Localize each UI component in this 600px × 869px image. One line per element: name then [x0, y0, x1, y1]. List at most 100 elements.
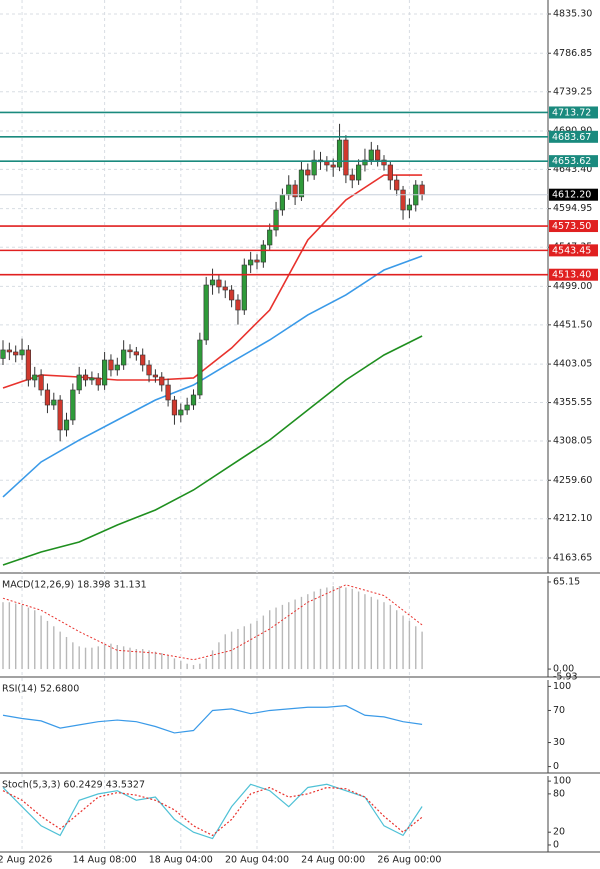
- candle-body: [355, 164, 362, 181]
- level-label: 4543.45: [552, 245, 591, 256]
- candle-body: [279, 194, 286, 211]
- candle-body: [368, 149, 374, 161]
- y-tick-label: 100: [553, 776, 571, 787]
- candle-body: [387, 164, 393, 181]
- level-label: 4653.62: [552, 156, 591, 167]
- y-tick-label: 70: [553, 705, 565, 716]
- candle-body: [349, 174, 355, 181]
- candle-body: [381, 159, 387, 166]
- indicator-line: [2, 786, 423, 837]
- candle-body: [178, 409, 184, 416]
- candle-body: [121, 349, 127, 366]
- candle-body: [336, 139, 343, 168]
- candle-body: [260, 244, 266, 263]
- y-tick-label: 0.00: [553, 664, 574, 675]
- signal-line: [2, 584, 423, 661]
- y-tick-label: 4835.30: [553, 9, 592, 20]
- candle-body: [311, 159, 317, 176]
- candle-body: [298, 169, 305, 198]
- y-tick-label: 65.15: [553, 576, 580, 587]
- y-tick-label: 4403.05: [553, 359, 592, 370]
- level-label-bg: [549, 268, 598, 281]
- y-tick-label: 4212.10: [553, 513, 592, 524]
- candle-body: [394, 179, 400, 191]
- y-tick-label: 20: [553, 827, 565, 838]
- x-tick-label: 20 Aug 04:00: [225, 855, 289, 866]
- candle-body: [140, 354, 146, 366]
- level-label: 4513.40: [552, 270, 591, 281]
- candle-body: [254, 259, 260, 263]
- level-label-bg: [549, 130, 598, 143]
- candle-body: [222, 286, 228, 291]
- candle-body: [235, 299, 241, 311]
- y-tick-label: 4594.95: [553, 203, 592, 214]
- x-tick-label: 26 Aug 00:00: [377, 855, 441, 866]
- candle-body: [292, 184, 298, 198]
- indicator-title: MACD(12,26,9) 18.398 31.131: [2, 580, 147, 591]
- candle-body: [241, 264, 247, 311]
- y-tick-label: -5.93: [553, 672, 578, 683]
- y-tick-label: 4163.65: [553, 552, 592, 563]
- candle-body: [165, 384, 171, 401]
- candle-body: [324, 161, 330, 166]
- candle-body: [159, 376, 165, 386]
- indicator-title: Stoch(5,3,3) 60.2429 43.5327: [2, 780, 145, 791]
- moving-average: [2, 255, 423, 498]
- level-label-bg: [549, 188, 598, 201]
- candle-body: [419, 184, 425, 195]
- candle-body: [286, 184, 292, 196]
- candle-body: [108, 359, 114, 371]
- indicator-line: [2, 705, 423, 734]
- indicator-line: [2, 783, 423, 840]
- level-label-bg: [549, 220, 598, 233]
- candle-body: [184, 404, 190, 411]
- candle-body: [70, 389, 76, 421]
- candle-body: [375, 149, 381, 161]
- y-tick-label: 30: [553, 737, 565, 748]
- y-tick-label: 4786.85: [553, 48, 592, 59]
- candle-body: [406, 204, 413, 211]
- x-tick-label: 14 Aug 08:00: [73, 855, 137, 866]
- candle-body: [203, 284, 209, 341]
- y-tick-label: 100: [553, 681, 571, 692]
- candle-body: [76, 374, 82, 391]
- candle-body: [362, 159, 368, 166]
- candle-body: [102, 359, 108, 386]
- candle-body: [146, 364, 152, 376]
- y-tick-label: 4308.05: [553, 436, 592, 447]
- moving-average: [2, 335, 423, 566]
- y-tick-label: 4451.50: [553, 319, 592, 330]
- x-tick-label: 12 Aug 2026: [0, 855, 52, 866]
- candle-body: [216, 279, 222, 288]
- x-tick-label: 18 Aug 04:00: [149, 855, 213, 866]
- candle-body: [25, 349, 32, 381]
- indicator-title: RSI(14) 52.6800: [2, 684, 79, 695]
- y-tick-label: 0: [553, 761, 559, 772]
- candle-body: [63, 419, 70, 431]
- level-label-bg: [549, 155, 598, 168]
- candle-body: [19, 349, 25, 356]
- candle-body: [400, 189, 406, 211]
- candle-body: [44, 389, 51, 406]
- candle-body: [133, 351, 139, 356]
- candle-body: [89, 377, 95, 381]
- candle-body: [127, 349, 133, 353]
- candle-body: [38, 374, 44, 391]
- candle-body: [229, 289, 235, 301]
- candle-body: [82, 374, 89, 381]
- y-tick-label: 0: [553, 839, 559, 850]
- candle-body: [267, 229, 273, 246]
- y-tick-label: 4355.55: [553, 397, 592, 408]
- candle-body: [32, 374, 38, 381]
- candle-body: [197, 339, 203, 396]
- y-tick-label: 80: [553, 788, 565, 799]
- candle-body: [305, 169, 311, 176]
- candle-body: [13, 351, 19, 356]
- candle-body: [0, 349, 6, 359]
- candle-body: [190, 394, 197, 406]
- y-tick-label: 4499.00: [553, 281, 592, 292]
- candle-body: [95, 377, 101, 386]
- level-label: 4573.50: [552, 221, 591, 232]
- candle-body: [171, 399, 178, 416]
